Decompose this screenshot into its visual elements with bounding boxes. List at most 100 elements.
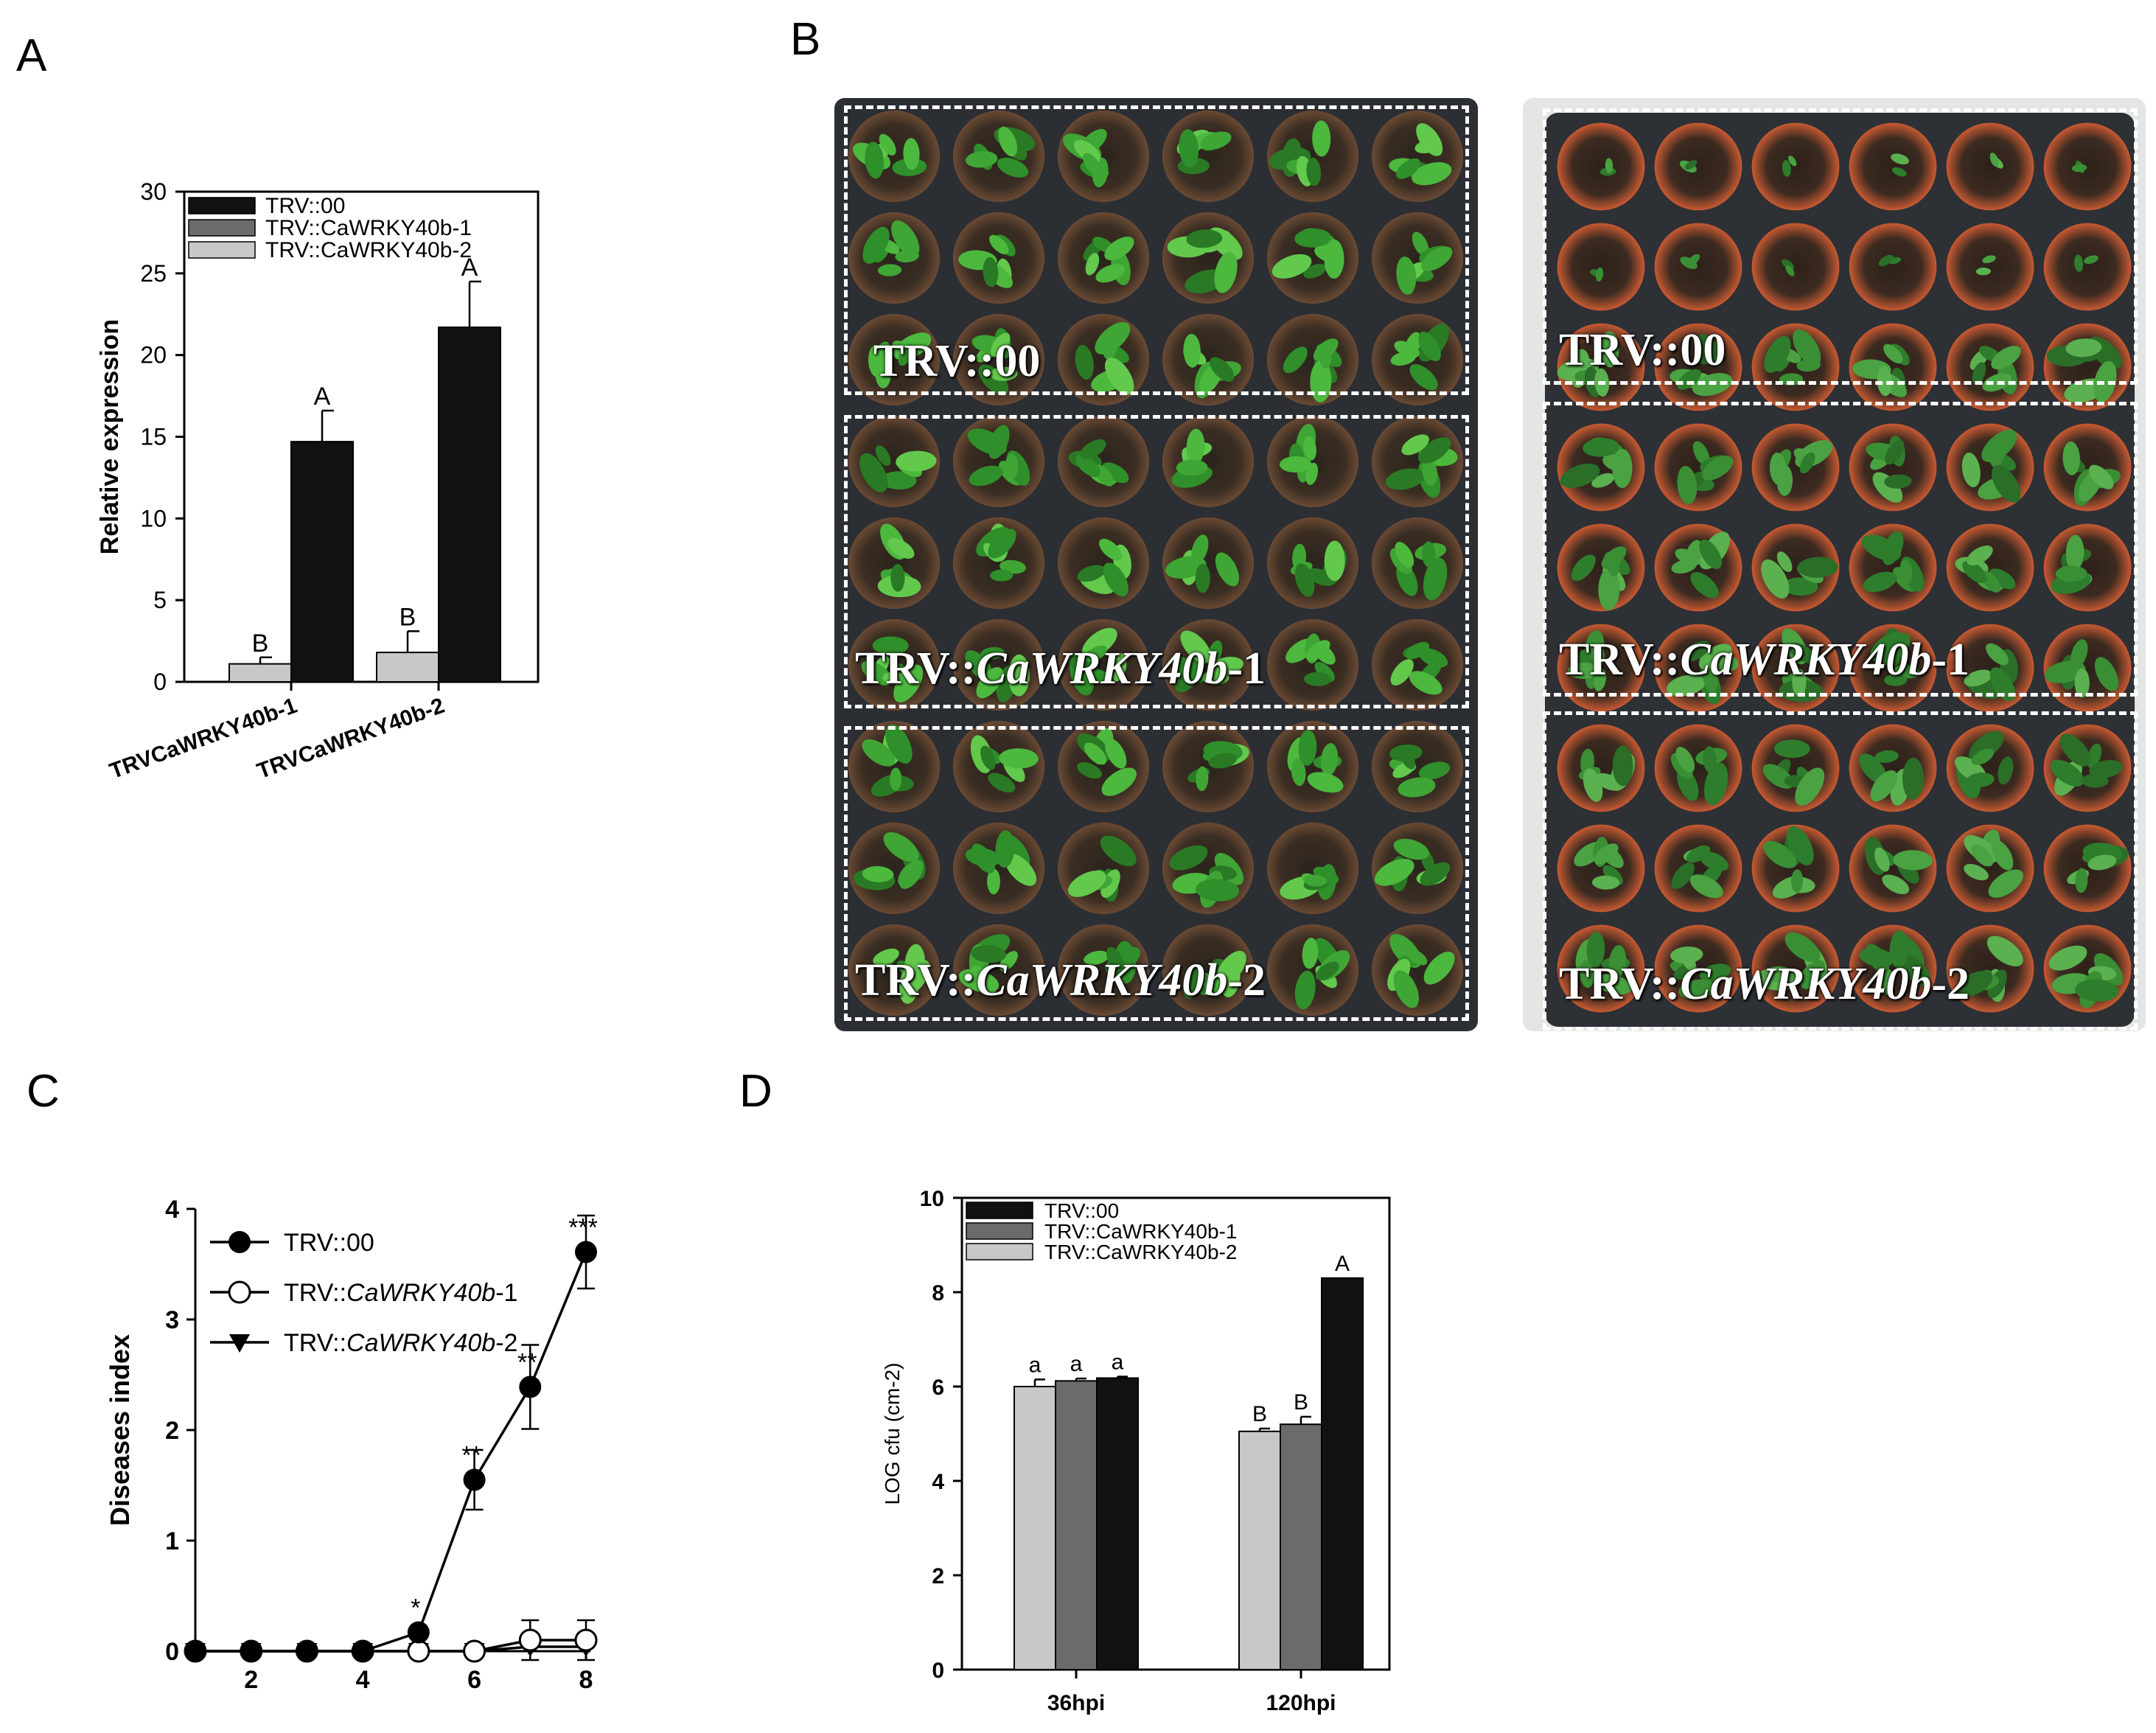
pot [1266,415,1359,508]
leaf [1872,472,1903,503]
dashed-box-left-1 [844,105,1469,395]
pot [1057,415,1150,508]
leaf [2087,743,2102,769]
leaf [1699,540,1722,569]
data-point [407,1639,430,1663]
leaf [1863,571,1897,593]
leaf [1106,946,1125,974]
data-point [463,1639,486,1663]
leaf [1393,838,1429,860]
leaf [1595,974,1632,995]
leaf [1396,158,1420,179]
leaf [1870,770,1897,802]
tray-label-left-3: TRV::CaWRKY40b-2 [855,955,1266,1005]
leaf [1874,750,1899,763]
leaf [1067,870,1106,897]
pot [1266,517,1359,610]
legend-label: TRV::CaWRKY40b-1 [1044,1220,1237,1243]
leaf [1689,874,1723,899]
leaf [1416,123,1443,156]
legend-swatch [188,197,256,215]
data-point [296,1640,318,1662]
y-tick-label: 3 [165,1306,179,1334]
x-tick-label: 2 [244,1666,258,1694]
leaf [1102,329,1119,360]
bar [438,326,501,683]
y-tick-label: 4 [932,1470,944,1494]
leaf [868,344,885,377]
leaf [1989,568,2016,590]
leaf [1791,869,1804,893]
leaf [1579,960,1594,988]
leaf [1964,669,1992,687]
leaf [1169,845,1208,871]
bar [1055,1380,1098,1670]
leaf [2074,668,2090,698]
leaf [873,948,899,966]
leaf [1998,756,2014,785]
leaf [1294,229,1331,248]
leaf [1899,953,1931,986]
leaf [1591,473,1615,488]
pot [1849,323,1937,411]
leaf [1196,766,1209,792]
leaf [2048,945,2087,971]
significance-annotation: ** [517,1349,537,1377]
leaf [1171,656,1205,684]
leaf [1782,577,1818,596]
leaf [2062,441,2080,475]
leaf [1902,757,1924,800]
leaf [1084,645,1108,662]
leaf [1605,158,1613,173]
pot [1751,122,1840,211]
data-point [518,1628,542,1652]
leaf [1303,263,1327,279]
legend-swatch [966,1202,1033,1219]
leaf [1075,454,1100,478]
leaf [1684,160,1698,170]
leaf [2071,164,2087,172]
leaf [1884,474,1912,489]
leaf [1763,840,1797,868]
y-tick-label: 20 [140,342,167,369]
pot [1162,313,1255,406]
leaf [1591,875,1620,890]
leaf [965,150,998,168]
data-point [352,1640,374,1662]
significance-annotation: ** [461,1442,481,1470]
leaf [1878,254,1894,267]
leaf [862,739,896,767]
leaf [885,724,913,764]
legend-swatch [966,1243,1033,1260]
leaf [1992,840,2014,871]
leaf [1701,456,1734,481]
leaf [995,830,1015,868]
leaf [1591,642,1605,667]
leaf [1961,452,1981,488]
y-tick-label: 0 [153,669,167,695]
leaf [1423,951,1455,985]
leaf [1102,462,1129,484]
tray-label-left-2: TRV::CaWRKY40b-1 [855,644,1266,694]
leaf [1893,850,1933,871]
leaf [971,944,1007,963]
dashed-box-right-1 [1543,108,2138,385]
leaf [958,969,999,993]
leaf [1692,441,1710,466]
leaf [1271,254,1312,279]
leaf [1859,753,1887,784]
leaf [1703,663,1718,693]
pot [1557,824,1645,913]
significance-letter: B [1294,1390,1308,1415]
leaf [1989,437,2006,468]
pot [1751,223,1840,311]
leaf [1991,465,2021,503]
significance-annotation: * [411,1594,420,1622]
pot [1654,223,1742,311]
leaf [1401,434,1429,456]
leaf [1374,858,1414,886]
leaf [1409,364,1438,391]
data-point [574,1628,598,1652]
leaf [1005,453,1019,479]
data-point [184,1640,206,1662]
